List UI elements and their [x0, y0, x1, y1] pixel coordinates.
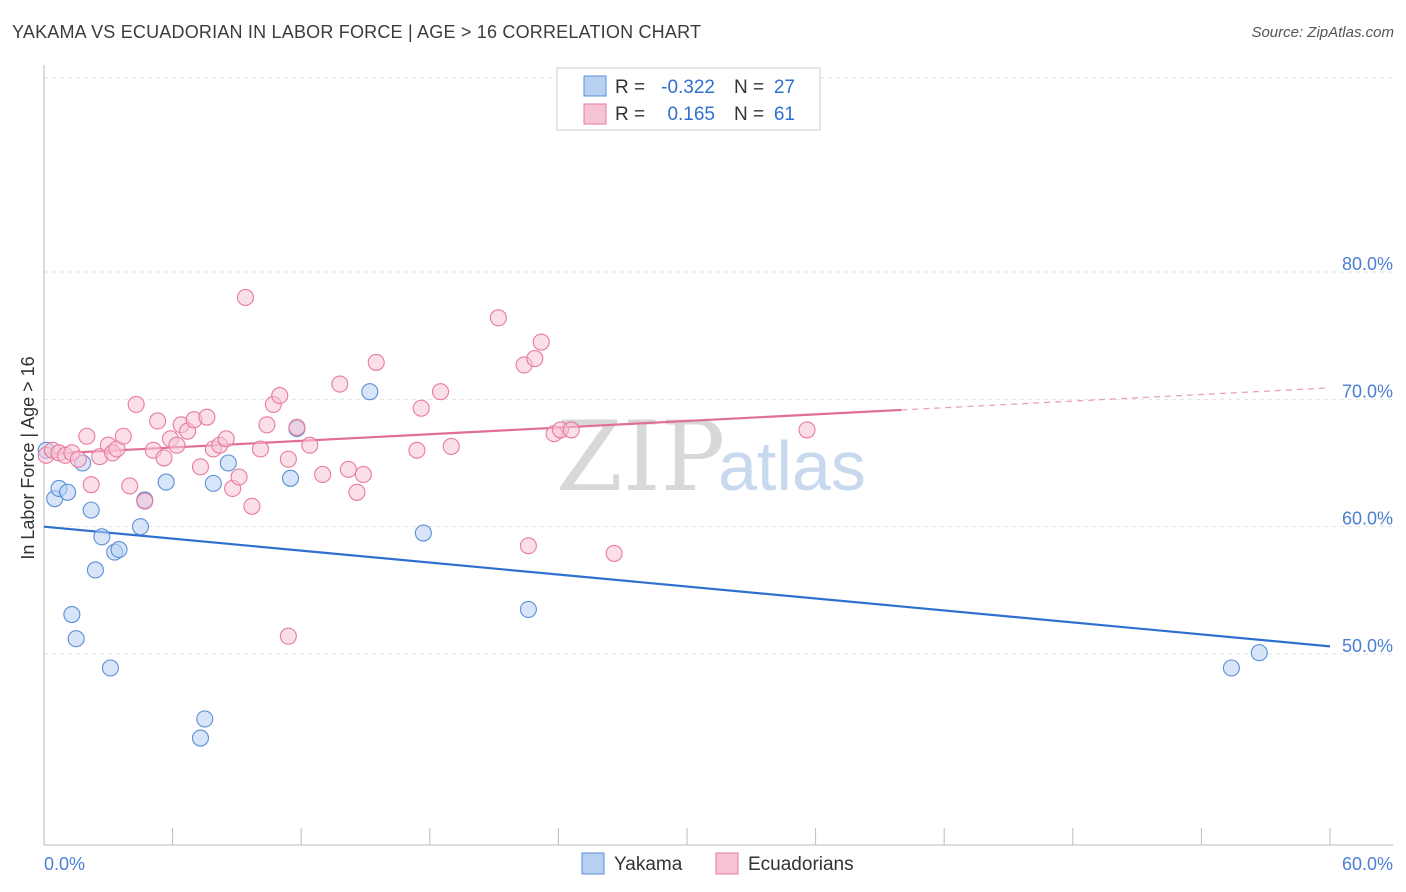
axes: [43, 65, 1393, 846]
ecuadorian-point: [288, 418, 306, 436]
ecuadorian-point: [314, 465, 332, 484]
ecuadorian-point: [149, 412, 167, 430]
yakama-point: [204, 474, 222, 492]
ecuadorian-point: [605, 544, 623, 562]
yakama-point: [131, 518, 149, 536]
yakama-point: [86, 561, 104, 579]
legend-n-value-ecuadorians: 61: [774, 104, 795, 125]
ecuadorian-point: [217, 430, 235, 448]
ecuadorian-point: [230, 468, 248, 486]
yakama-point: [59, 483, 77, 501]
ecuadorian-point: [412, 399, 430, 417]
ecuadorian-point: [243, 497, 261, 515]
data-points: [37, 288, 1268, 747]
trend-line-yakama: [43, 525, 1331, 648]
grid-lines: [44, 77, 1393, 655]
bottom-legend-swatch-ecuadorians: [715, 852, 739, 875]
yakama-point: [414, 524, 432, 542]
ecuadorian-point: [339, 460, 357, 478]
yakama-point: [82, 501, 100, 519]
legend-n-label-ecuadorians: N =: [734, 104, 764, 125]
legend-r-label-yakama: R =: [615, 77, 645, 98]
yakama-point: [1250, 644, 1268, 662]
x-tick-label-min: 0.0%: [44, 854, 85, 874]
legend-top: R = -0.322 N = 27 R = 0.165 N = 61: [556, 67, 821, 131]
legend-n-label-yakama: N =: [734, 77, 764, 98]
legend-swatch-ecuadorians: [583, 103, 607, 125]
yakama-point: [67, 630, 85, 648]
ecuadorian-point: [519, 537, 537, 555]
y-tick-label: 50.0%: [1342, 636, 1393, 656]
ecuadorian-point: [367, 353, 385, 371]
bottom-legend-label-ecuadorians: Ecuadorians: [748, 854, 854, 875]
trend-line-ecuadorians: [43, 408, 902, 456]
legend-n-value-yakama: 27: [774, 77, 795, 98]
watermark: ZIP atlas: [556, 401, 866, 513]
ecuadorian-point: [489, 309, 507, 327]
trend-line-extension-ecuadorians: [901, 387, 1331, 411]
yakama-point: [110, 541, 128, 559]
ecuadorian-point: [279, 450, 297, 468]
ecuadorian-point: [258, 416, 276, 434]
yakama-point: [157, 473, 175, 491]
y-tick-label: 60.0%: [1342, 509, 1393, 529]
ecuadorian-point: [271, 386, 289, 405]
ecuadorian-point: [168, 436, 186, 454]
legend-r-value-ecuadorians: 0.165: [667, 104, 715, 125]
legend-r-label-ecuadorians: R =: [615, 104, 645, 125]
yakama-point: [361, 383, 379, 401]
yakama-point: [196, 710, 214, 728]
ecuadorian-point: [526, 350, 544, 368]
ecuadorian-point: [348, 483, 366, 501]
trend-lines: [43, 387, 1331, 648]
watermark-zip: ZIP: [556, 401, 725, 513]
ecuadorian-point: [279, 627, 297, 645]
y-axis-label: In Labor Force | Age > 16: [18, 356, 38, 559]
yakama-point: [63, 605, 81, 624]
ecuadorian-point: [251, 440, 270, 458]
chart-title: YAKAMA VS ECUADORIAN IN LABOR FORCE | AG…: [12, 22, 702, 42]
y-tick-label: 70.0%: [1342, 381, 1393, 401]
yakama-point: [219, 454, 237, 472]
ecuadorian-point: [408, 441, 426, 459]
yakama-point: [101, 659, 119, 677]
ecuadorian-point: [331, 375, 349, 393]
bottom-legend-label-yakama: Yakama: [614, 854, 683, 875]
ecuadorian-point: [532, 333, 550, 351]
ecuadorian-point: [442, 437, 460, 455]
yakama-point: [1222, 659, 1240, 677]
legend-bottom: Yakama Ecuadorians: [581, 852, 854, 875]
yakama-point: [281, 469, 300, 487]
legend-swatch-yakama: [583, 75, 607, 97]
yakama-point: [191, 729, 210, 747]
ecuadorian-point: [69, 450, 87, 468]
ecuadorian-point: [127, 395, 145, 413]
ecuadorian-point: [236, 288, 255, 307]
yakama-point: [93, 528, 111, 546]
watermark-atlas: atlas: [718, 427, 866, 505]
ecuadorian-point: [198, 408, 216, 426]
ecuadorian-point: [798, 421, 816, 439]
ecuadorian-point: [431, 383, 450, 401]
ecuadorian-point: [191, 458, 210, 476]
ecuadorian-point: [562, 421, 580, 439]
legend-r-value-yakama: -0.322: [661, 77, 715, 98]
ecuadorian-point: [301, 436, 319, 454]
ecuadorian-point: [114, 427, 132, 445]
bottom-legend-swatch-yakama: [581, 852, 605, 875]
ecuadorian-point: [78, 427, 96, 445]
ecuadorian-point: [136, 492, 154, 510]
ecuadorian-point: [121, 477, 139, 495]
source-credit: Source: ZipAtlas.com: [1251, 24, 1394, 41]
y-tick-label: 80.0%: [1342, 254, 1393, 274]
y-tick-labels: 50.0% 60.0% 70.0% 80.0%: [1342, 254, 1393, 656]
ecuadorian-point: [354, 465, 372, 484]
ecuadorian-point: [155, 449, 173, 467]
yakama-point: [519, 600, 537, 618]
x-tick-label-max: 60.0%: [1342, 854, 1393, 874]
ecuadorian-point: [82, 476, 100, 494]
